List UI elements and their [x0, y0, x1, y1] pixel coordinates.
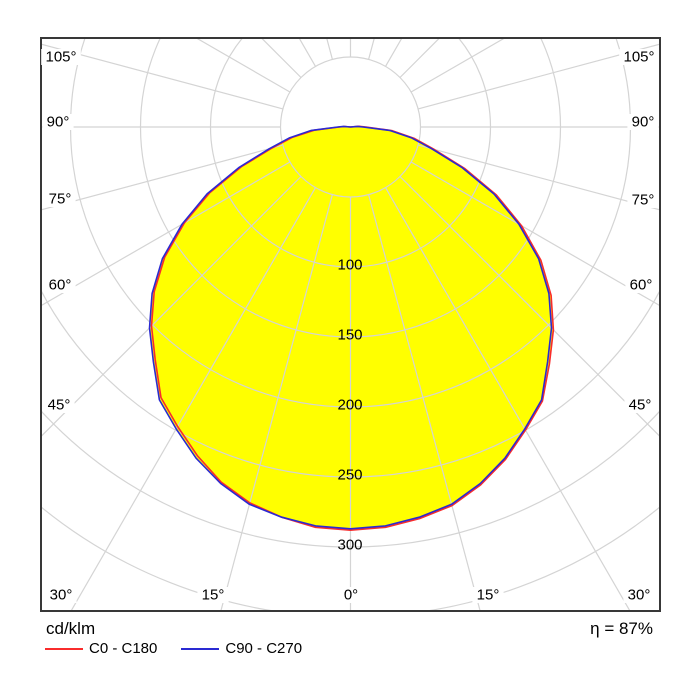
ring-tick-label: 200	[337, 397, 362, 414]
grid-spoke	[41, 43, 284, 110]
angle-tick-label: 0°	[344, 587, 358, 604]
angle-tick-label-bg	[623, 587, 655, 603]
unit-label: cd/klm	[46, 619, 96, 638]
angle-tick-label: 60°	[630, 277, 653, 294]
angle-tick-label: 90°	[47, 114, 70, 131]
angle-tick-label-bg	[472, 587, 504, 603]
legend-swatch-c0-c180	[45, 648, 83, 650]
ring-tick-label: 250	[337, 467, 362, 484]
grid-spoke	[417, 144, 660, 211]
angle-tick-label: 30°	[628, 587, 651, 604]
legend-label-c90-c270: C90 - C270	[225, 640, 303, 657]
ring-tick-label: 150	[337, 327, 362, 344]
angle-tick-label: 45°	[629, 397, 652, 414]
grid-spoke	[326, 38, 333, 60]
grid-spoke	[220, 194, 333, 611]
ring-tick-label: 300	[337, 537, 362, 554]
angle-tick-label-bg	[41, 49, 81, 65]
efficiency-label: η = 87%	[590, 619, 653, 638]
angle-tick-label-bg	[627, 114, 659, 130]
grid-spoke	[384, 187, 631, 611]
grid-spoke	[41, 176, 302, 438]
angle-tick-label-bg	[624, 397, 656, 413]
grid-spoke	[399, 176, 660, 438]
angle-tick-label: 15°	[477, 587, 500, 604]
ring-tick-label: 100	[337, 257, 362, 274]
grid-spoke	[70, 187, 317, 611]
angle-tick-label: 75°	[632, 192, 655, 209]
angle-tick-label: 45°	[48, 397, 71, 414]
angle-tick-label: 30°	[50, 587, 73, 604]
angle-tick-label: 15°	[202, 587, 225, 604]
angle-tick-label-bg	[45, 587, 77, 603]
angle-tick-label-bg	[44, 191, 76, 207]
angle-tick-label: 75°	[49, 191, 72, 208]
angle-tick-label: 105°	[45, 49, 76, 66]
grid-spoke	[368, 38, 375, 60]
distribution-curve-c90-c270	[148, 125, 553, 530]
angle-tick-label-bg	[339, 587, 363, 603]
grid-spoke	[41, 144, 284, 211]
legend-label-c0-c180: C0 - C180	[89, 640, 158, 657]
legend: C0 - C180 C90 - C270	[45, 641, 302, 657]
angle-tick-label-bg	[43, 397, 75, 413]
angle-tick-label-bg	[42, 114, 74, 130]
angle-tick-label: 60°	[49, 277, 72, 294]
grid-spoke	[368, 194, 481, 611]
grid-spoke	[410, 38, 506, 93]
angle-tick-label: 105°	[623, 49, 654, 66]
angle-tick-label: 90°	[632, 114, 655, 131]
angle-tick-label-bg	[627, 192, 659, 208]
grid-spoke	[195, 38, 291, 93]
angle-tick-label-bg	[44, 277, 76, 293]
grid-spoke	[417, 43, 660, 110]
legend-swatch-c90-c270	[181, 648, 220, 650]
angle-tick-label-bg	[625, 277, 657, 293]
plot-border	[40, 37, 661, 612]
angle-tick-label-bg	[197, 587, 229, 603]
angle-tick-label-bg	[619, 49, 659, 65]
